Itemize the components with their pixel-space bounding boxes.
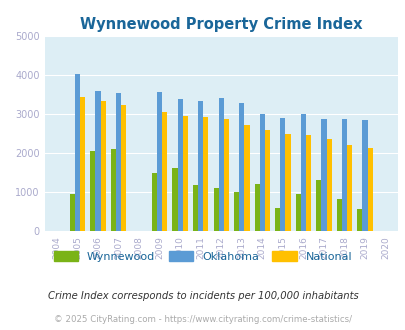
Bar: [203, 117, 208, 231]
Bar: [90, 151, 95, 231]
Bar: [116, 93, 121, 231]
Bar: [80, 97, 85, 231]
Bar: [213, 188, 218, 231]
Bar: [218, 98, 223, 231]
Bar: [182, 116, 188, 231]
Text: Crime Index corresponds to incidents per 100,000 inhabitants: Crime Index corresponds to incidents per…: [47, 291, 358, 301]
Bar: [315, 181, 321, 231]
Bar: [300, 114, 305, 231]
Bar: [362, 120, 367, 231]
Bar: [234, 192, 239, 231]
Bar: [367, 148, 372, 231]
Title: Wynnewood Property Crime Index: Wynnewood Property Crime Index: [80, 17, 362, 32]
Bar: [223, 119, 228, 231]
Bar: [162, 112, 167, 231]
Bar: [285, 134, 290, 231]
Bar: [75, 74, 80, 231]
Bar: [244, 125, 249, 231]
Bar: [326, 139, 331, 231]
Bar: [305, 135, 310, 231]
Bar: [100, 101, 105, 231]
Bar: [279, 118, 285, 231]
Bar: [239, 103, 244, 231]
Legend: Wynnewood, Oklahoma, National: Wynnewood, Oklahoma, National: [49, 247, 356, 267]
Bar: [192, 185, 198, 231]
Bar: [295, 194, 300, 231]
Bar: [259, 114, 264, 231]
Bar: [341, 119, 346, 231]
Bar: [151, 173, 157, 231]
Text: © 2025 CityRating.com - https://www.cityrating.com/crime-statistics/: © 2025 CityRating.com - https://www.city…: [54, 315, 351, 324]
Bar: [95, 91, 100, 231]
Bar: [264, 130, 269, 231]
Bar: [346, 145, 351, 231]
Bar: [321, 119, 326, 231]
Bar: [275, 209, 279, 231]
Bar: [198, 101, 203, 231]
Bar: [336, 199, 341, 231]
Bar: [70, 194, 75, 231]
Bar: [177, 99, 182, 231]
Bar: [254, 184, 259, 231]
Bar: [356, 209, 362, 231]
Bar: [111, 149, 116, 231]
Bar: [172, 168, 177, 231]
Bar: [157, 92, 162, 231]
Bar: [121, 105, 126, 231]
